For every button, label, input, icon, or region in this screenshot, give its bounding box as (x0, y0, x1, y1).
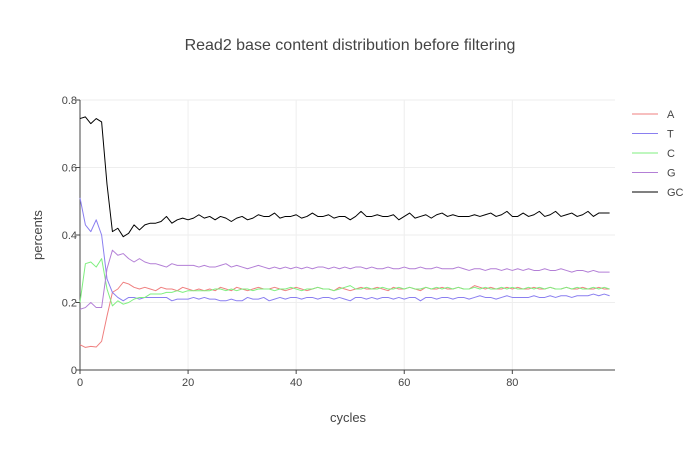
x-axis-ticks: 0 20 40 60 80 (77, 370, 518, 389)
legend-label: GC (667, 187, 684, 199)
chart-title: Read2 base content distribution before f… (185, 37, 516, 54)
y-tick-label: 0 (71, 365, 77, 377)
legend-item-t[interactable]: T (632, 129, 674, 141)
y-tick-label: 0.8 (62, 95, 77, 107)
x-tick-label: 40 (290, 377, 302, 389)
series-line-t (79, 197, 610, 302)
x-tick-label: 60 (398, 377, 410, 389)
y-tick-label: 0.2 (62, 298, 77, 310)
legend-item-c[interactable]: C (632, 148, 675, 160)
legend-item-a[interactable]: A (632, 109, 675, 121)
x-tick-label: 80 (506, 377, 518, 389)
legend-label: G (667, 168, 676, 180)
gridlines (80, 99, 615, 370)
y-tick-label: 0.4 (62, 230, 77, 242)
legend-item-g[interactable]: G (632, 168, 676, 180)
series-line-c (79, 258, 610, 307)
y-axis-ticks: 0 0.2 0.4 0.6 0.8 (62, 95, 80, 377)
x-tick-label: 20 (182, 377, 194, 389)
legend-label: A (667, 109, 675, 121)
y-tick-label: 0.6 (62, 163, 77, 175)
series-line-gc (79, 116, 610, 238)
x-tick-label: 0 (77, 377, 83, 389)
series-lines (79, 116, 610, 348)
legend-item-gc[interactable]: GC (632, 187, 684, 199)
x-axis-title: cycles (330, 410, 367, 425)
legend-label: C (667, 148, 675, 160)
series-line-g (79, 249, 610, 310)
legend-label: T (667, 129, 674, 141)
series-line-a (79, 281, 610, 348)
y-axis-title: percents (30, 210, 45, 260)
